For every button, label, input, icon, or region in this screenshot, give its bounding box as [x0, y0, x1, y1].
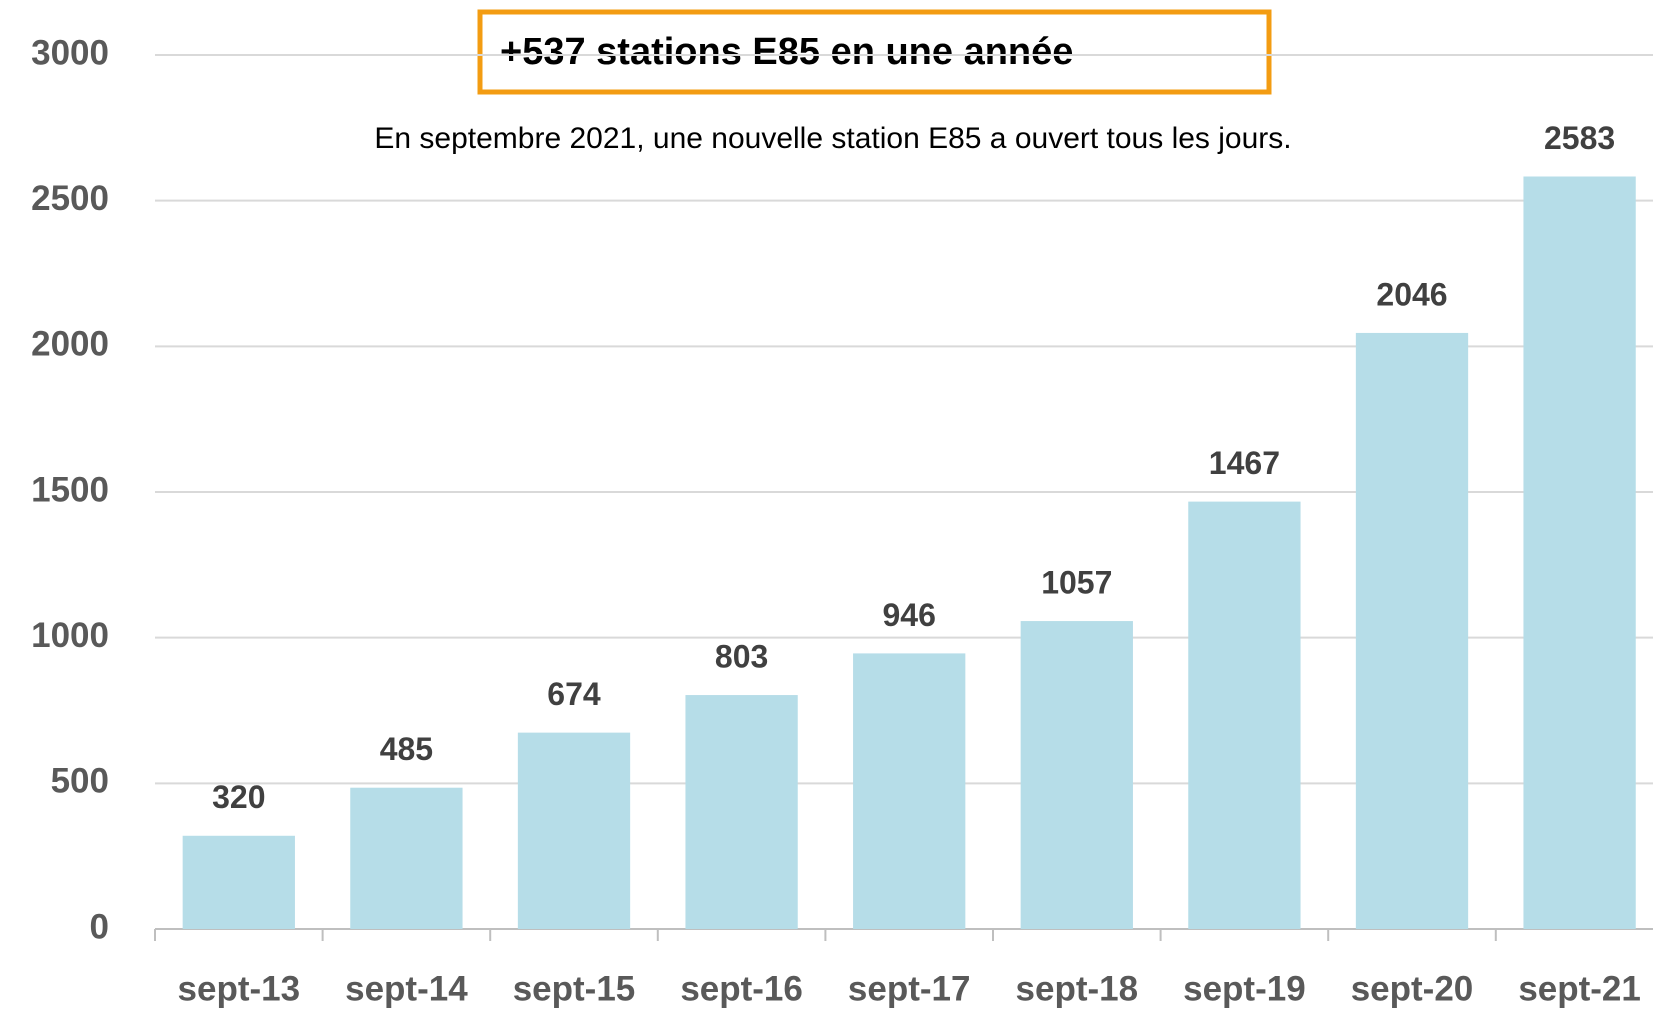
value-label: 2583	[1544, 120, 1615, 156]
bar	[1523, 176, 1636, 930]
x-tick-label: sept-21	[1518, 969, 1641, 1008]
y-tick-label: 3000	[31, 33, 109, 72]
bar	[1355, 332, 1469, 929]
bar	[685, 695, 798, 929]
bar	[182, 835, 295, 929]
value-label: 803	[715, 639, 768, 675]
y-tick-label: 1000	[31, 616, 109, 655]
bar	[853, 653, 966, 929]
y-tick-label: 500	[51, 762, 109, 801]
value-label: 485	[380, 731, 433, 767]
value-label: 946	[883, 597, 936, 633]
x-tick-label: sept-16	[680, 969, 803, 1008]
value-label: 1467	[1209, 445, 1280, 481]
value-label: 1057	[1041, 565, 1112, 601]
value-label: 2046	[1376, 276, 1447, 312]
bar	[350, 787, 463, 929]
title-box	[477, 9, 1272, 95]
x-tick-label: sept-17	[848, 969, 971, 1008]
bar	[1020, 621, 1133, 929]
x-tick-label: sept-14	[345, 969, 468, 1008]
value-label: 674	[547, 676, 601, 712]
value-label: 320	[212, 779, 265, 815]
y-tick-label: 2000	[31, 325, 109, 364]
x-tick-label: sept-15	[513, 969, 636, 1008]
x-tick-label: sept-20	[1351, 969, 1474, 1008]
x-tick-label: sept-18	[1016, 969, 1139, 1008]
x-tick-label: sept-13	[178, 969, 301, 1008]
y-tick-label: 0	[90, 907, 109, 946]
bar	[517, 732, 631, 929]
chart-subtitle: En septembre 2021, une nouvelle station …	[374, 122, 1291, 155]
y-tick-label: 1500	[31, 470, 109, 509]
y-tick-label: 2500	[31, 179, 109, 218]
chart-title: +537 stations E85 en une année	[500, 31, 1073, 73]
x-tick-label: sept-19	[1183, 969, 1306, 1008]
bar	[1188, 501, 1301, 929]
